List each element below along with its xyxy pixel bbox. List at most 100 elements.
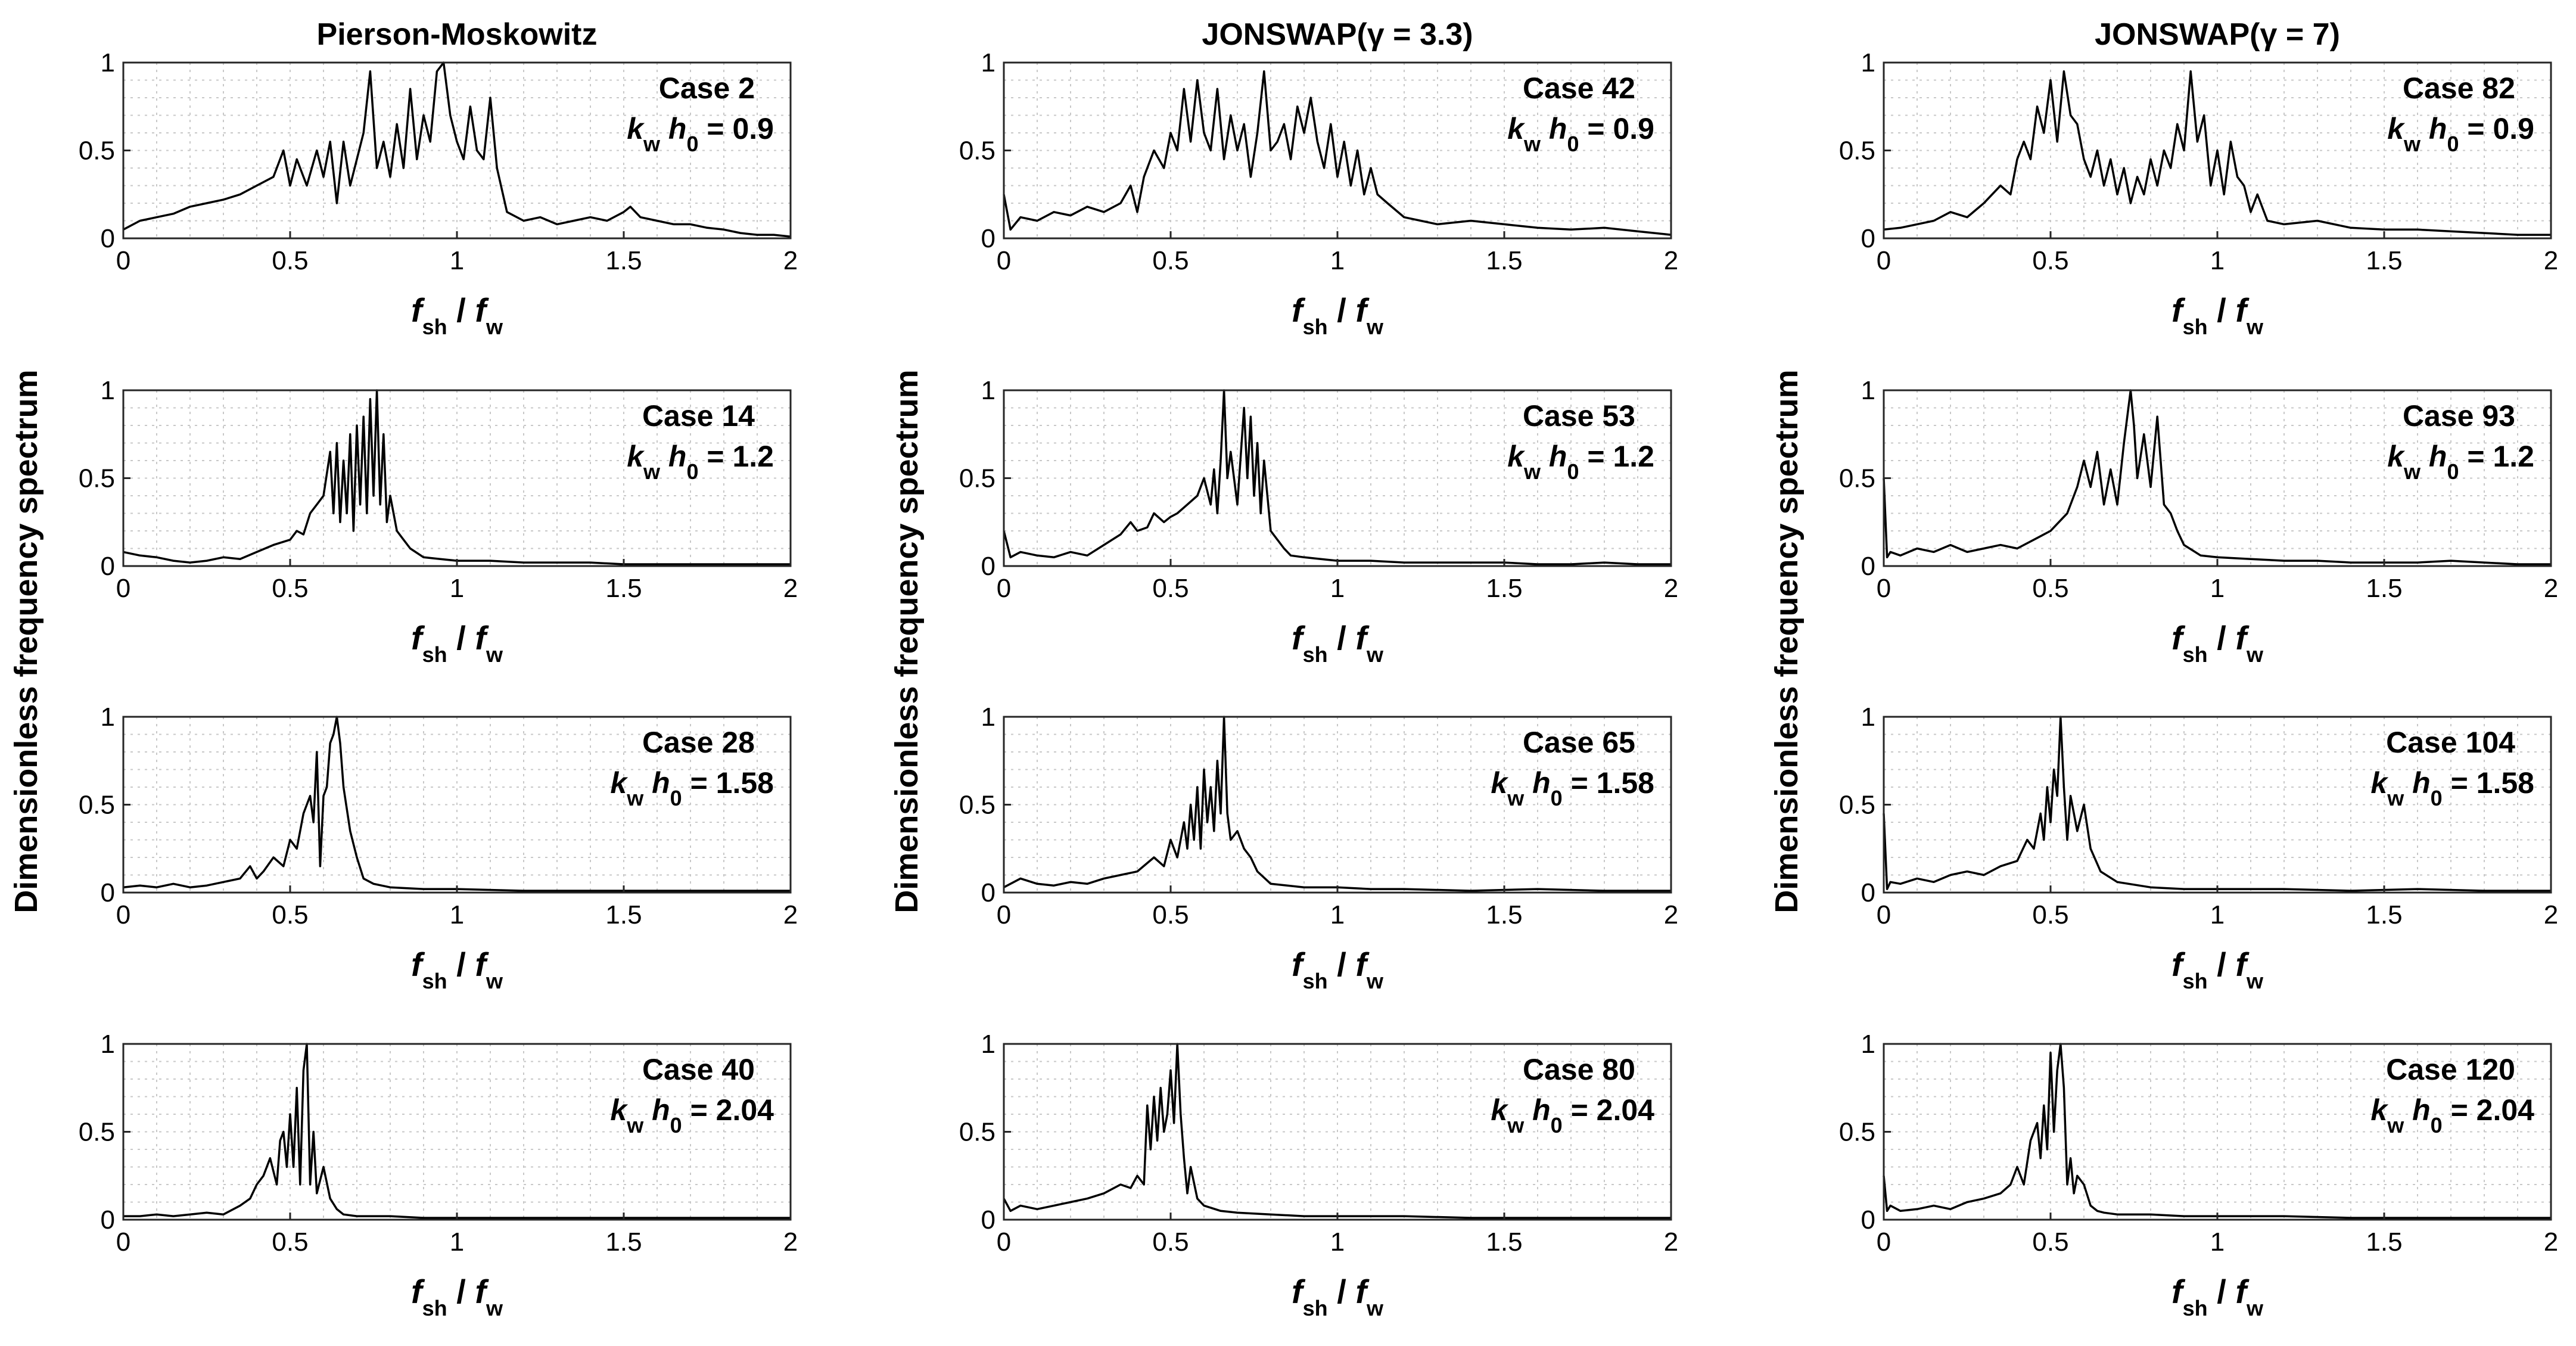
text-part — [2404, 766, 2412, 800]
x-tick-label: 1.5 — [1486, 574, 1522, 603]
text-part: = — [1563, 766, 1597, 800]
text-part: 1.58 — [2477, 766, 2534, 800]
subscript: sh — [2183, 315, 2208, 339]
x-tick-label: 1 — [2210, 900, 2225, 930]
x-axis-label: fsh / fw — [2171, 291, 2264, 339]
text-part: / — [2208, 291, 2236, 329]
subscript: w — [1366, 969, 1384, 993]
x-axis-label: fsh / fw — [411, 1273, 503, 1320]
x-tick-label: 2 — [2544, 900, 2558, 930]
x-tick-label: 2 — [783, 900, 798, 930]
x-axis-label: fsh / fw — [411, 619, 503, 667]
text-part: = — [2443, 766, 2477, 800]
text-part: h — [2429, 440, 2447, 473]
spectrum-line — [1003, 70, 1672, 236]
x-tick-label: 0 — [1877, 246, 1891, 275]
y-tick-label: 0.5 — [79, 464, 115, 493]
text-part: h — [1532, 1093, 1551, 1127]
subscript: w — [486, 969, 503, 993]
text-part: = — [1563, 1093, 1597, 1127]
x-tick-label: 0 — [116, 1227, 130, 1257]
y-tick-label: 0 — [981, 1205, 995, 1235]
text-part: / — [1328, 946, 1356, 983]
x-tick-label: 1 — [450, 1227, 464, 1257]
x-axis-label: fsh / fw — [1292, 1273, 1384, 1320]
x-tick-label: 1.5 — [605, 246, 642, 275]
x-tick-label: 1 — [450, 574, 464, 603]
text-part: 1.2 — [1613, 440, 1654, 473]
x-tick-label: 1 — [1330, 574, 1345, 603]
subscript: w — [486, 1296, 503, 1320]
x-tick-label: 2 — [783, 246, 798, 275]
case-label: Case 93 — [2403, 399, 2515, 433]
text-part: h — [1532, 766, 1551, 800]
y-tick-label: 1 — [1861, 48, 1875, 77]
x-tick-label: 0 — [997, 900, 1011, 930]
text-part: k — [2387, 440, 2405, 473]
text-part: / — [1328, 291, 1356, 329]
subscript: 0 — [1567, 132, 1579, 156]
text-part — [1524, 766, 1532, 800]
text-part: = — [682, 1093, 716, 1127]
x-tick-label: 1.5 — [2366, 1227, 2402, 1257]
x-tick-label: 2 — [2544, 246, 2558, 275]
x-tick-label: 2 — [2544, 574, 2558, 603]
text-part: h — [1549, 112, 1567, 145]
x-tick-label: 0 — [1877, 574, 1891, 603]
text-part: k — [1491, 1093, 1508, 1127]
x-tick-label: 0.5 — [272, 1227, 308, 1257]
case-label: Case 104 — [2386, 726, 2515, 759]
text-part: = — [682, 766, 716, 800]
text-part: k — [1507, 440, 1525, 473]
subscript: 0 — [1551, 1113, 1563, 1137]
subscript: w — [2246, 1296, 2264, 1320]
kh-label: kw h0 = 2.04 — [610, 1093, 774, 1137]
text-part: 2.04 — [1597, 1093, 1655, 1127]
y-tick-label: 0 — [981, 552, 995, 581]
column-title-3: JONSWAP(γ = 7) — [2095, 17, 2340, 52]
x-tick-label: 2 — [1664, 900, 1678, 930]
subscript: 0 — [670, 1113, 682, 1137]
kh-label: kw h0 = 1.2 — [627, 440, 774, 484]
case-label: Case 28 — [642, 726, 755, 759]
x-tick-label: 1.5 — [1486, 1227, 1522, 1257]
y-axis-label-1: Dimensionless frequency spectrum — [8, 369, 44, 913]
text-part: / — [2208, 1273, 2236, 1310]
x-tick-label: 0 — [116, 574, 130, 603]
y-tick-label: 0.5 — [959, 464, 995, 493]
text-part: = — [2459, 112, 2493, 145]
text-part: = — [1579, 112, 1613, 145]
y-tick-label: 0 — [1861, 224, 1875, 253]
text-part: / — [2208, 946, 2236, 983]
x-axis-label: fsh / fw — [2171, 619, 2264, 667]
subscript: w — [1507, 1113, 1525, 1137]
subscript: 0 — [670, 786, 682, 810]
spectrum-line — [1883, 70, 2551, 236]
kh-label: kw h0 = 0.9 — [2387, 112, 2534, 156]
subscript: w — [2246, 315, 2264, 339]
spectrum-line — [1883, 1043, 2551, 1219]
text-part: k — [610, 1093, 628, 1127]
y-tick-label: 1 — [101, 702, 115, 732]
case-label: Case 65 — [1523, 726, 1635, 759]
y-tick-label: 1 — [981, 48, 995, 77]
subscript: sh — [1303, 315, 1328, 339]
text-part: 1.58 — [1597, 766, 1654, 800]
y-tick-label: 1 — [1861, 376, 1875, 405]
y-tick-label: 0 — [1861, 1205, 1875, 1235]
y-tick-label: 0.5 — [79, 791, 115, 820]
text-part: 0.9 — [732, 112, 774, 145]
column-title-2: JONSWAP(γ = 3.3) — [1202, 17, 1473, 52]
text-part: h — [1549, 440, 1567, 473]
x-tick-label: 1.5 — [1486, 900, 1522, 930]
text-part: 0.9 — [1613, 112, 1654, 145]
text-part: k — [2370, 766, 2388, 800]
text-part: = — [699, 440, 733, 473]
text-part — [2421, 112, 2429, 145]
text-part: h — [668, 112, 687, 145]
text-part — [2404, 1093, 2412, 1127]
subscript: w — [1366, 1296, 1384, 1320]
y-tick-label: 0.5 — [959, 791, 995, 820]
